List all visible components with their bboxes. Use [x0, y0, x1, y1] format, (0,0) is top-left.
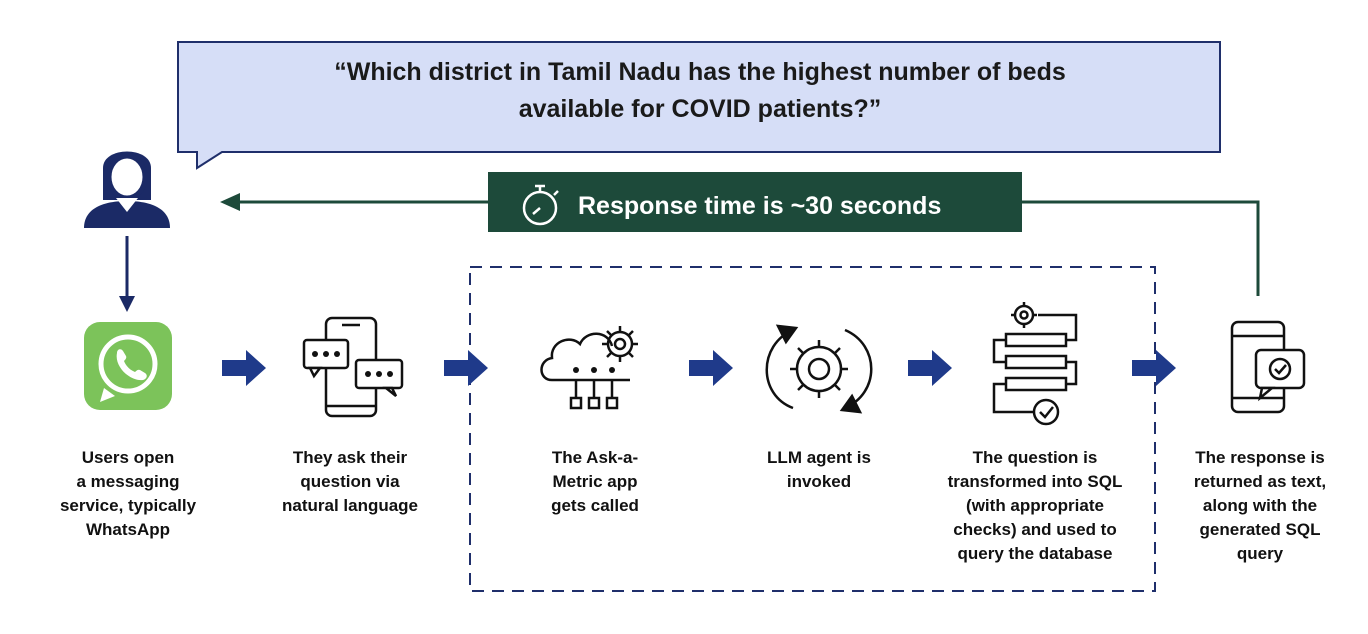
step-label-line: checks) and used to	[953, 520, 1117, 539]
step-label-line: returned as text,	[1193, 472, 1327, 491]
question-bubble	[177, 41, 1221, 170]
step-label-line: gets called	[551, 496, 639, 515]
step-label-line: LLM agent is	[767, 448, 871, 467]
return-feedback-arrow	[238, 200, 1260, 296]
step-label-line: a messaging	[76, 472, 180, 491]
step-label-line: invoked	[786, 472, 852, 491]
step-label-whatsapp: Users open a messaging service, typicall…	[33, 446, 223, 542]
step-label-llm: LLM agent is invoked	[724, 446, 914, 494]
step-label-line: (with appropriate	[966, 496, 1104, 515]
step-label-line: The question is	[972, 448, 1098, 467]
response-time-banner	[488, 172, 1022, 232]
step-label-line: query	[1236, 544, 1284, 563]
user-icon	[84, 151, 170, 228]
whatsapp-icon	[84, 322, 172, 410]
flow-arrow	[689, 350, 733, 386]
question-line-1: “Which district in Tamil Nadu has the hi…	[334, 58, 1066, 86]
return-arrowhead	[220, 193, 240, 211]
response-time-label: Response time is ~30 seconds	[578, 192, 942, 220]
step-label-line: natural language	[281, 496, 419, 515]
question-line-2: available for COVID patients?”	[518, 95, 882, 123]
step-label-line: They ask their	[292, 448, 408, 467]
step-label-line: The response is	[1195, 448, 1325, 467]
step-label-response: The response is returned as text, along …	[1166, 446, 1354, 566]
step-label-line: query the database	[957, 544, 1113, 563]
step-label-line: WhatsApp	[85, 520, 171, 539]
sql-process-icon	[992, 302, 1078, 426]
app-boundary	[469, 266, 1156, 592]
flow-arrow	[444, 350, 488, 386]
phone-chat-icon	[302, 316, 404, 418]
step-label-line: along with the	[1202, 496, 1318, 515]
step-label-line: generated SQL	[1199, 520, 1321, 539]
step-label-app: The Ask-a- Metric app gets called	[500, 446, 690, 518]
gear-cycle-icon	[765, 324, 873, 414]
flow-arrow	[1132, 350, 1176, 386]
cloud-gear-icon	[540, 326, 638, 410]
step-label-line: service, typically	[59, 496, 197, 515]
question-text: “Which district in Tamil Nadu has the hi…	[200, 54, 1200, 128]
flow-arrow	[222, 350, 266, 386]
step-label-ask: They ask their question via natural lang…	[255, 446, 445, 518]
step-label-line: The Ask-a-	[551, 448, 639, 467]
step-label-sql: The question is transformed into SQL (wi…	[930, 446, 1140, 566]
step-label-line: Users open	[81, 448, 175, 467]
stopwatch-icon	[522, 184, 559, 226]
down-arrow	[119, 236, 135, 312]
flow-arrow	[908, 350, 952, 386]
step-label-line: transformed into SQL	[947, 472, 1123, 491]
phone-response-icon	[1230, 320, 1306, 414]
step-label-line: Metric app	[552, 472, 638, 491]
step-label-line: question via	[300, 472, 400, 491]
